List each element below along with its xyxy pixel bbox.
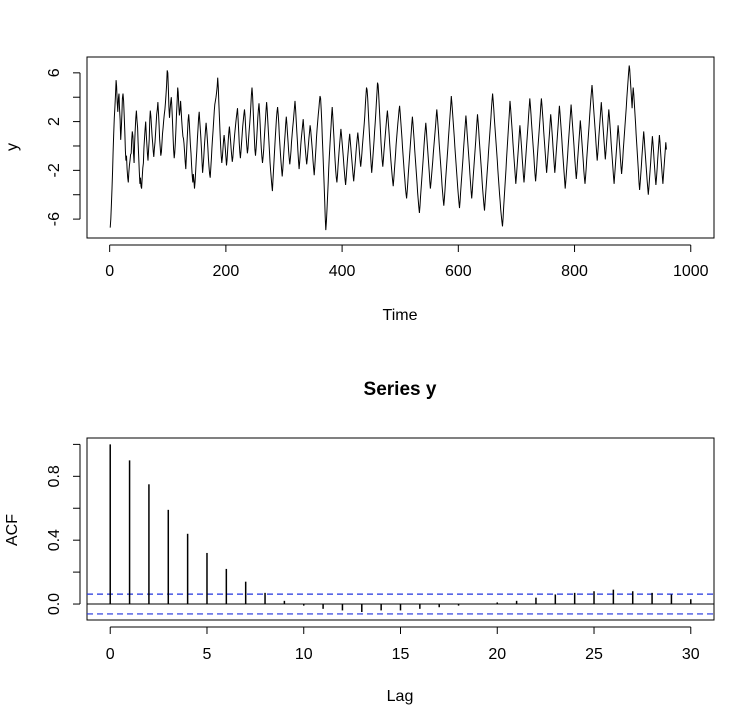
ts-x-tick-label: 600 — [445, 263, 472, 280]
acf-x-tick-label: 15 — [392, 646, 410, 663]
ts-x-axis: 0 200 400 600 800 1000 — [105, 244, 709, 280]
ts-y-tick-label: 6 — [46, 68, 63, 77]
acf-x-axis: 0 5 10 15 20 25 30 — [106, 626, 700, 663]
ts-x-tick-label: 200 — [213, 263, 240, 280]
ts-y-tick-label: 2 — [46, 117, 63, 126]
ts-y-tick-label: -6 — [46, 212, 63, 226]
ts-x-tick-label: 0 — [105, 263, 114, 280]
acf-x-label: Lag — [387, 688, 414, 705]
acf-y-axis: 0.0 0.4 0.8 — [46, 443, 81, 615]
acf-y-tick-label: 0.8 — [46, 465, 63, 487]
acf-y-tick-label: 0.0 — [46, 593, 63, 615]
ts-x-tick-label: 1000 — [673, 263, 709, 280]
acf-bars — [109, 444, 692, 613]
acf-x-tick-label: 25 — [585, 646, 603, 663]
ts-x-label: Time — [383, 307, 418, 324]
acf-y-label: ACF — [4, 514, 21, 546]
ts-series-line — [109, 65, 667, 231]
ts-x-tick-label: 400 — [329, 263, 356, 280]
acf-panel: Series y 0 5 10 15 20 25 30 0.0 0.4 0.8 Lag ACF — [4, 379, 715, 705]
ts-x-tick-label: 800 — [561, 263, 588, 280]
acf-x-tick-label: 20 — [488, 646, 506, 663]
acf-x-tick-label: 0 — [106, 646, 115, 663]
acf-x-tick-label: 30 — [682, 646, 700, 663]
ts-panel: 0 200 400 600 800 1000 -6 -2 2 6 Time y — [4, 56, 715, 324]
acf-plot-box — [86, 437, 715, 621]
ts-plot-box — [86, 56, 715, 239]
acf-x-tick-label: 5 — [203, 646, 212, 663]
acf-x-tick-label: 10 — [295, 646, 313, 663]
ts-y-axis: -6 -2 2 6 — [46, 68, 81, 226]
acf-title: Series y — [364, 379, 437, 400]
ts-y-tick-label: -2 — [46, 163, 63, 177]
acf-confidence-band — [87, 593, 714, 615]
acf-y-tick-label: 0.4 — [46, 529, 63, 551]
ts-y-label: y — [4, 143, 21, 151]
